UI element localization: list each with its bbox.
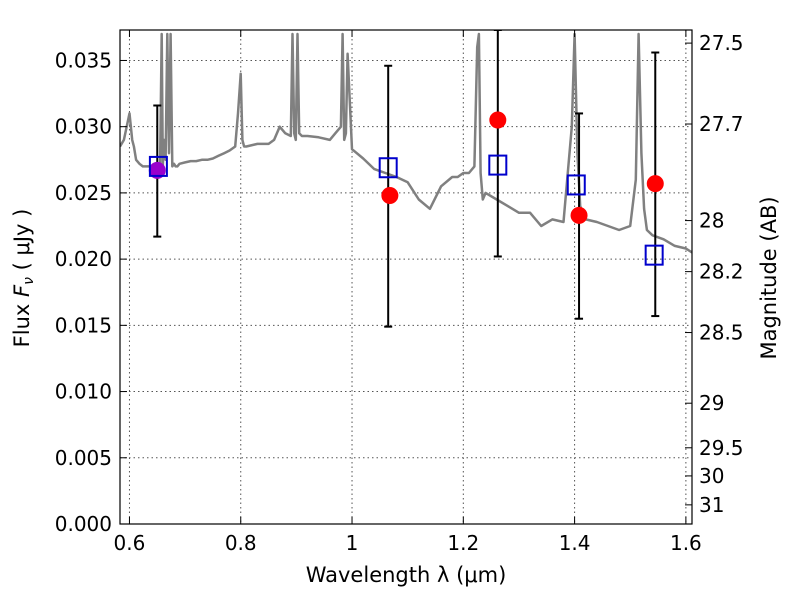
y-tick-label: 0.020 <box>55 247 112 271</box>
y2-axis-label: Magnitude (AB) <box>757 196 781 359</box>
y-tick-label: 0.000 <box>55 512 112 536</box>
flux-point <box>570 206 588 224</box>
y-axis-label-symbol: F <box>10 284 34 297</box>
x-tick-label: 0.8 <box>225 531 257 555</box>
x-tick-label: 1.6 <box>670 531 702 555</box>
x-tick-label: 1 <box>346 531 359 555</box>
y2-axis: 27.5 27.7 28 28.2 28.5 29 29.5 30 31 <box>685 31 744 517</box>
plot-frame <box>119 29 693 525</box>
flux-point <box>381 187 399 205</box>
y2-tick-label: 27.7 <box>699 112 744 136</box>
y-axis-label-prefix: Flux <box>10 297 34 347</box>
y2-tick-label: 28.2 <box>699 260 744 284</box>
model-flux-square <box>566 174 586 196</box>
spectrum-line <box>120 32 692 254</box>
observed-points <box>148 111 664 224</box>
y2-tick-label: 28 <box>699 209 724 233</box>
y-axis: 0.000 0.005 0.010 0.015 0.020 0.025 0.030 0.035 <box>55 48 127 536</box>
x-tick-label: 0.6 <box>114 531 146 555</box>
model-flux-square <box>148 155 168 177</box>
y-axis-label-suffix: ( μJy ) <box>10 209 34 277</box>
y2-tick-label: 27.5 <box>699 31 744 55</box>
model-flux-square <box>488 154 508 176</box>
y2-tick-label: 29 <box>699 391 724 415</box>
y2-tick-label: 29.5 <box>699 436 744 460</box>
x-tick-label: 1.2 <box>447 531 479 555</box>
y-tick-label: 0.030 <box>55 115 112 139</box>
grid-layer <box>120 30 692 525</box>
y-tick-label: 0.015 <box>55 313 112 337</box>
y-tick-label: 0.010 <box>55 380 112 404</box>
y2-tick-label: 31 <box>699 493 724 517</box>
x-axis-label: Wavelength λ (μm) <box>306 563 507 587</box>
x-tick-label: 1.4 <box>559 531 591 555</box>
flux-point <box>646 175 664 193</box>
y-axis-label: Flux Fν ( μJy ) <box>10 209 37 348</box>
model-spectrum <box>120 32 692 254</box>
flux-point <box>489 111 507 129</box>
model-flux-square <box>644 244 664 266</box>
y-tick-label: 0.005 <box>55 446 112 470</box>
model-points <box>148 154 664 266</box>
error-bars <box>153 30 660 328</box>
model-flux-square <box>378 157 398 179</box>
y-tick-label: 0.025 <box>55 181 112 205</box>
y2-tick-label: 28.5 <box>699 321 744 345</box>
y2-tick-label: 30 <box>699 464 724 488</box>
y-axis-label-subscript: ν <box>21 277 37 285</box>
x-axis: 0.6 0.8 1 1.2 1.4 1.6 <box>114 30 702 555</box>
y-tick-label: 0.035 <box>55 48 112 72</box>
